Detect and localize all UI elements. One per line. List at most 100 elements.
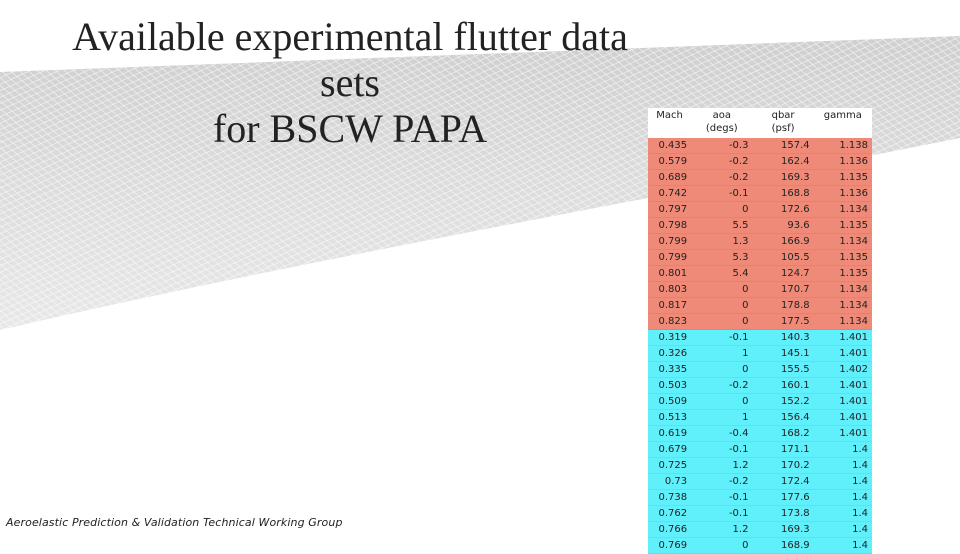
qbar-cell: 172.4 <box>752 473 814 490</box>
aoa-cell: -0.1 <box>691 505 753 522</box>
qbar-cell: 105.5 <box>752 249 814 266</box>
mach-cell: 0.326 <box>648 345 692 362</box>
qbar-cell: 178.8 <box>752 297 814 314</box>
mach-cell: 0.335 <box>648 361 692 378</box>
aoa-cell: 5.3 <box>691 249 753 266</box>
mach-cell: 0.73 <box>648 473 692 490</box>
qbar-cell: 157.4 <box>752 138 814 154</box>
mach-cell: 0.435 <box>648 138 692 154</box>
mach-cell: 0.319 <box>648 329 692 346</box>
qbar-cell: 124.7 <box>752 265 814 282</box>
table-row: 0.725 1.2 170.2 1.4 <box>648 457 872 474</box>
gamma-cell: 1.136 <box>813 185 872 202</box>
qbar-cell: 145.1 <box>752 345 814 362</box>
header-qbar: qbar (psf) <box>771 110 795 134</box>
aoa-cell: 0 <box>691 361 753 378</box>
gamma-cell: 1.4 <box>813 505 872 522</box>
gamma-cell: 1.135 <box>813 217 872 234</box>
mach-cell: 0.817 <box>648 297 692 314</box>
mach-cell: 0.762 <box>648 505 692 522</box>
aoa-cell: -0.1 <box>691 489 753 506</box>
aoa-cell: 1.2 <box>691 521 753 538</box>
aoa-cell: -0.1 <box>691 329 753 346</box>
table-row: 0.762 -0.1 173.8 1.4 <box>648 505 872 522</box>
gamma-cell: 1.4 <box>813 441 872 458</box>
gamma-cell: 1.134 <box>813 233 872 250</box>
qbar-cell: 155.5 <box>752 361 814 378</box>
gamma-cell: 1.136 <box>813 153 872 170</box>
mach-cell: 0.797 <box>648 201 692 218</box>
table-row: 0.335 0 155.5 1.402 <box>648 361 872 378</box>
qbar-cell: 177.5 <box>752 313 814 330</box>
table-row: 0.798 5.5 93.6 1.135 <box>648 217 872 234</box>
title-line-2: for BSCW PAPA <box>212 106 488 151</box>
aoa-cell: 0 <box>691 201 753 218</box>
qbar-cell: 173.8 <box>752 505 814 522</box>
aoa-cell: -0.1 <box>691 185 753 202</box>
aoa-cell: 5.4 <box>691 265 753 282</box>
gamma-cell: 1.4 <box>813 473 872 490</box>
aoa-cell: 0 <box>691 297 753 314</box>
qbar-cell: 140.3 <box>752 329 814 346</box>
table-row: 0.803 0 170.7 1.134 <box>648 281 872 298</box>
table-row: 0.742 -0.1 168.8 1.136 <box>648 185 872 202</box>
mach-cell: 0.509 <box>648 393 692 410</box>
qbar-cell: 172.6 <box>752 201 814 218</box>
qbar-cell: 177.6 <box>752 489 814 506</box>
qbar-cell: 169.3 <box>752 521 814 538</box>
table-row: 0.801 5.4 124.7 1.135 <box>648 265 872 282</box>
gamma-cell: 1.134 <box>813 201 872 218</box>
gamma-cell: 1.135 <box>813 169 872 186</box>
gamma-cell: 1.401 <box>813 329 872 346</box>
gamma-cell: 1.135 <box>813 249 872 266</box>
table-row: 0.679 -0.1 171.1 1.4 <box>648 441 872 458</box>
table-row: 0.579 -0.2 162.4 1.136 <box>648 153 872 170</box>
table-row: 0.799 1.3 166.9 1.134 <box>648 233 872 250</box>
qbar-cell: 168.2 <box>752 425 814 442</box>
flutter-data-table: Mach aoa (degs) qbar (psf) gamma 0.435 -0.3… <box>648 108 872 554</box>
qbar-cell: 170.7 <box>752 281 814 298</box>
gamma-cell: 1.401 <box>813 377 872 394</box>
table-row: 0.738 -0.1 177.6 1.4 <box>648 489 872 506</box>
table-row: 0.797 0 172.6 1.134 <box>648 201 872 218</box>
qbar-cell: 152.2 <box>752 393 814 410</box>
gamma-cell: 1.4 <box>813 521 872 538</box>
qbar-cell: 160.1 <box>752 377 814 394</box>
gamma-cell: 1.401 <box>813 425 872 442</box>
gamma-cell: 1.4 <box>813 489 872 506</box>
table-row: 0.435 -0.3 157.4 1.138 <box>648 138 872 154</box>
qbar-cell: 93.6 <box>752 217 814 234</box>
qbar-cell: 166.9 <box>752 233 814 250</box>
table-row: 0.619 -0.4 168.2 1.401 <box>648 425 872 442</box>
gamma-cell: 1.4 <box>813 457 872 474</box>
table-row: 0.799 5.3 105.5 1.135 <box>648 249 872 266</box>
aoa-cell: -0.1 <box>691 441 753 458</box>
mach-cell: 0.503 <box>648 377 692 394</box>
footer-group-name: Aeroelastic Prediction & Validation Tech… <box>6 516 343 529</box>
aoa-cell: 1.2 <box>691 457 753 474</box>
mach-cell: 0.798 <box>648 217 692 234</box>
qbar-cell: 171.1 <box>752 441 814 458</box>
gamma-cell: 1.401 <box>813 345 872 362</box>
aoa-cell: -0.3 <box>691 138 753 154</box>
table-row: 0.513 1 156.4 1.401 <box>648 409 872 426</box>
table-row: 0.509 0 152.2 1.401 <box>648 393 872 410</box>
qbar-cell: 170.2 <box>752 457 814 474</box>
aoa-cell: -0.2 <box>691 377 753 394</box>
aoa-cell: -0.4 <box>691 425 753 442</box>
aoa-cell: 1.3 <box>691 233 753 250</box>
mach-cell: 0.766 <box>648 521 692 538</box>
mach-cell: 0.742 <box>648 185 692 202</box>
table-row: 0.326 1 145.1 1.401 <box>648 345 872 362</box>
mach-cell: 0.803 <box>648 281 692 298</box>
mach-cell: 0.801 <box>648 265 692 282</box>
header-gamma: gamma <box>823 110 862 121</box>
aoa-cell: 1 <box>691 409 753 426</box>
table-header-row: Mach aoa (degs) qbar (psf) gamma <box>648 108 872 138</box>
mach-cell: 0.689 <box>648 169 692 186</box>
table-row: 0.319 -0.1 140.3 1.401 <box>648 329 872 346</box>
aoa-cell: 0 <box>691 313 753 330</box>
gamma-cell: 1.402 <box>813 361 872 378</box>
gamma-cell: 1.134 <box>813 313 872 330</box>
gamma-cell: 1.401 <box>813 393 872 410</box>
